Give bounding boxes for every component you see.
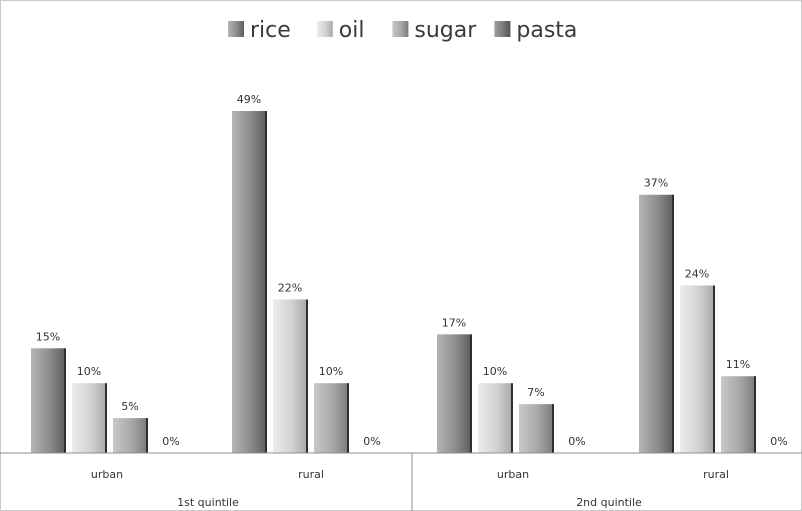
bar-rice-4 <box>639 194 673 454</box>
value-label-sugar-2: 10% <box>319 365 343 378</box>
legend-label-sugar: sugar <box>414 18 477 43</box>
value-label-rice-4: 37% <box>644 177 668 190</box>
bar-sugar-1 <box>113 418 147 453</box>
group-label-2: 2nd quintile <box>576 496 642 509</box>
bar-sugar-4 <box>721 376 755 453</box>
legend-label-oil: oil <box>339 18 365 43</box>
value-label-pasta-3: 0% <box>568 435 585 448</box>
legend-swatch-rice <box>228 21 244 37</box>
value-label-sugar-3: 7% <box>527 386 544 399</box>
bar-rice-1 <box>31 348 65 453</box>
value-label-rice-2: 49% <box>237 93 261 106</box>
value-label-pasta-2: 0% <box>363 435 380 448</box>
value-labels-layer: 15% 10% 5% 0% 49% 22% 10% 0% 17% 10% 7% 0% 37% 24% 11%… <box>36 93 788 448</box>
value-label-oil-3: 10% <box>483 365 507 378</box>
category-label-1: urban <box>91 468 123 481</box>
value-label-rice-3: 17% <box>442 316 466 329</box>
bar-rice-3 <box>437 334 471 453</box>
legend-swatch-pasta <box>494 21 511 37</box>
value-label-sugar-4: 11% <box>726 358 750 371</box>
bar-sugar-2 <box>314 383 348 453</box>
value-label-pasta-4: 0% <box>770 435 787 448</box>
bar-oil-3 <box>478 383 512 453</box>
bar-oil-2 <box>273 299 307 453</box>
group-label-1: 1st quintile <box>177 496 239 509</box>
category-label-2: rural <box>298 468 324 481</box>
value-label-oil-4: 24% <box>685 267 709 280</box>
legend-swatch-oil <box>316 21 333 37</box>
bar-rice-2 <box>232 110 266 453</box>
legend-swatch-sugar <box>392 21 409 37</box>
value-label-oil-1: 10% <box>77 365 101 378</box>
value-label-pasta-1: 0% <box>162 435 179 448</box>
bar-oil-1 <box>72 383 106 453</box>
bar-oil-4 <box>680 285 714 453</box>
legend: rice oil sugar pasta <box>228 18 577 43</box>
legend-label-rice: rice <box>250 18 291 43</box>
x-axis: urban rural urban rural 1st quintile 2nd quin… <box>0 452 802 511</box>
value-label-sugar-1: 5% <box>121 400 138 413</box>
category-label-3: urban <box>497 468 529 481</box>
bar-sugar-3 <box>519 404 553 453</box>
value-label-oil-2: 22% <box>278 281 302 294</box>
bars-layer <box>31 110 756 454</box>
legend-label-pasta: pasta <box>516 18 577 43</box>
category-label-4: rural <box>703 468 729 481</box>
value-label-rice-1: 15% <box>36 330 60 343</box>
